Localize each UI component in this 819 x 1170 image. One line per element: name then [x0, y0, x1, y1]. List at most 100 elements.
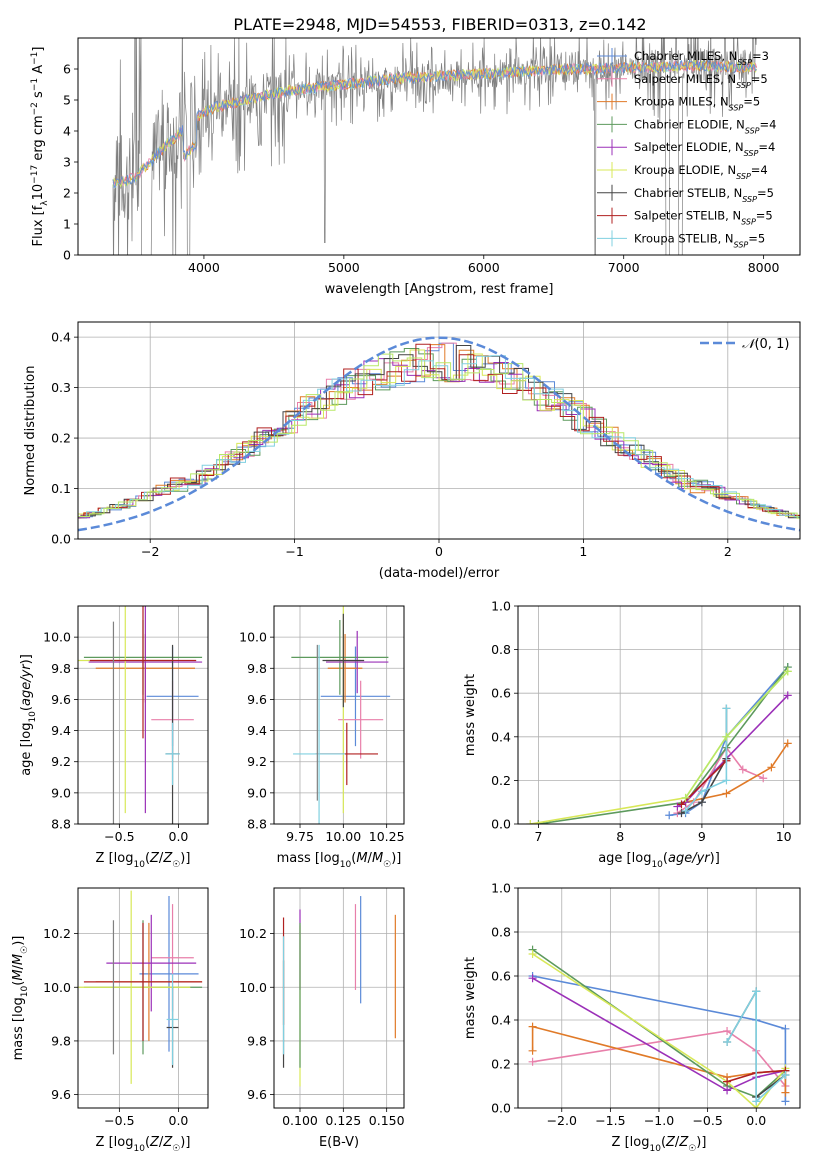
- series-line: [685, 742, 789, 803]
- x-tick-label: 0.0: [169, 829, 189, 844]
- histogram-step-line: [78, 355, 800, 518]
- y-axis-label-part: −2: [30, 102, 40, 115]
- x-tick-label: −1.5: [595, 1113, 625, 1128]
- data-point-marker: [759, 774, 768, 783]
- series-line: [684, 708, 728, 812]
- legend-label-tail: =5: [743, 95, 760, 109]
- x-axis-label-part: ☉: [172, 860, 180, 870]
- legend-label: Kroupa MILES, NSSP=5: [634, 95, 760, 113]
- y-tick-label: 0.6: [491, 969, 511, 984]
- histogram-step-line: [78, 342, 800, 519]
- y-axis-label-part: −1: [30, 78, 40, 91]
- y-tick-label: 10.0: [43, 980, 71, 995]
- x-axis-label-part: ☉: [172, 1144, 180, 1154]
- y-tick-label: 0.8: [491, 925, 511, 940]
- y-tick-label: 5: [63, 93, 71, 108]
- y-tick-label: 0.1: [51, 481, 71, 496]
- legend-label: Chabrier ELODIE, NSSP=4: [634, 117, 776, 135]
- x-axis-label-part: )]: [180, 851, 190, 866]
- x-axis-label-part: Z: [678, 1135, 689, 1150]
- y-axis-label-part: M: [11, 969, 26, 980]
- x-axis-label: (data-model)/error: [379, 566, 500, 581]
- x-axis-label-part: Z [log: [96, 1135, 134, 1150]
- y-tick-label: 0.4: [491, 729, 511, 744]
- legend-label-main: Salpeter ELODIE, N: [634, 140, 744, 154]
- y-axis-label-part: ☉: [20, 946, 30, 954]
- age_vs_mass-data: [291, 606, 391, 824]
- x-tick-label: −0.5: [104, 1113, 134, 1128]
- series-line: [532, 977, 786, 1092]
- data-point-marker: [781, 1071, 790, 1079]
- x-tick-label: −0.5: [104, 829, 134, 844]
- legend-label: Kroupa STELIB, NSSP=5: [634, 231, 765, 249]
- mass_vs_Z-data: [78, 890, 203, 1084]
- model-spectrum-line: [112, 59, 757, 189]
- legend-label: Salpeter ELODIE, NSSP=4: [634, 140, 775, 158]
- x-axis-label-part: )]: [710, 851, 720, 866]
- y-tick-label: 10.0: [239, 630, 267, 645]
- y-tick-label: 0.0: [51, 532, 71, 547]
- x-axis-label: age [log10(age/yr)]: [598, 851, 720, 870]
- y-tick-label: 9.8: [51, 661, 71, 676]
- mass_vs_Z-axes: −0.5 0.0 9.6 9.8 10.0 10.2: [43, 888, 208, 1128]
- y-axis-label-part: erg cm: [31, 115, 46, 164]
- y-axis-label-part: Flux [f: [31, 205, 46, 246]
- x-tick-label: 9.75: [286, 829, 314, 844]
- mass_vs_ebv-axes: 0.100 0.125 0.150 9.6 9.8 10.0 10.2: [239, 888, 405, 1128]
- age_vs_Z-data: [78, 606, 203, 824]
- mass_vs_Z-frame: [77, 887, 209, 1109]
- y-tick-label: 9.6: [247, 1087, 267, 1102]
- y-axis-label-part: s: [31, 91, 46, 102]
- x-axis-label-part: )]: [696, 1135, 706, 1150]
- y-axis-label-part: age [log: [19, 723, 34, 776]
- data-point-marker: [738, 765, 747, 774]
- spectrum-data: [112, 38, 758, 255]
- spectrum-frame: [77, 37, 801, 256]
- x-axis-label-part: ☉: [383, 860, 391, 870]
- y-tick-label: 9.2: [247, 754, 267, 769]
- legend-label: 𝒩(0, 1): [742, 337, 789, 352]
- data-point-marker: [781, 1097, 790, 1106]
- x-tick-label: 9: [698, 829, 706, 844]
- y-axis-label-part: mass weight: [463, 957, 478, 1039]
- x-axis-label-part: 10: [340, 860, 352, 870]
- y-tick-label: 10.2: [43, 926, 71, 941]
- legend-label-main: Kroupa ELODIE, N: [634, 163, 736, 177]
- x-tick-label: 0.125: [325, 1113, 361, 1128]
- y-tick-label: 9.4: [247, 723, 267, 738]
- histogram-step-line: [78, 344, 800, 519]
- histogram-step-line: [78, 343, 800, 518]
- x-axis-label-part: (: [145, 1135, 150, 1150]
- legend-label-sub: SSP: [736, 80, 751, 89]
- x-axis-label: mass [log10(M/M☉)]: [277, 851, 402, 870]
- y-tick-label: 8.8: [247, 817, 267, 832]
- residual-data: [78, 336, 800, 532]
- y-axis-label-part: Normed distribution: [23, 366, 38, 496]
- x-axis-label-part: (: [145, 851, 150, 866]
- y-tick-label: 1: [63, 217, 71, 232]
- legend-label-sub: SSP: [734, 240, 749, 249]
- y-tick-label: 4: [63, 124, 71, 139]
- y-axis-label-part: mass weight: [463, 674, 478, 756]
- legend-label: Salpeter STELIB, NSSP=5: [634, 209, 773, 227]
- x-axis-label-part: /: [368, 851, 373, 866]
- data-point-marker: [723, 1086, 732, 1095]
- data-point-marker: [752, 1097, 761, 1106]
- y-tick-label: 9.8: [247, 1033, 267, 1048]
- histogram-step-line: [78, 353, 800, 519]
- x-axis-label-part: ☉: [688, 1144, 696, 1154]
- data-point-marker: [677, 809, 686, 818]
- data-point-marker: [697, 787, 706, 796]
- y-axis-label-part: )]: [19, 654, 34, 664]
- legend-label: Kroupa ELODIE, NSSP=4: [634, 163, 768, 181]
- x-tick-label: 0.0: [169, 1113, 189, 1128]
- massweight_vs_Z-data: [528, 945, 790, 1108]
- data-point-marker: [722, 776, 731, 785]
- y-axis-label-part: 10: [20, 985, 30, 997]
- series-line: [532, 1030, 787, 1087]
- x-tick-label: −2.0: [547, 1113, 577, 1128]
- y-tick-label: 0.6: [491, 686, 511, 701]
- data-point-marker: [781, 1088, 790, 1097]
- x-tick-label: −2: [141, 544, 159, 559]
- legend-label-main: Chabrier STELIB, N: [634, 186, 742, 200]
